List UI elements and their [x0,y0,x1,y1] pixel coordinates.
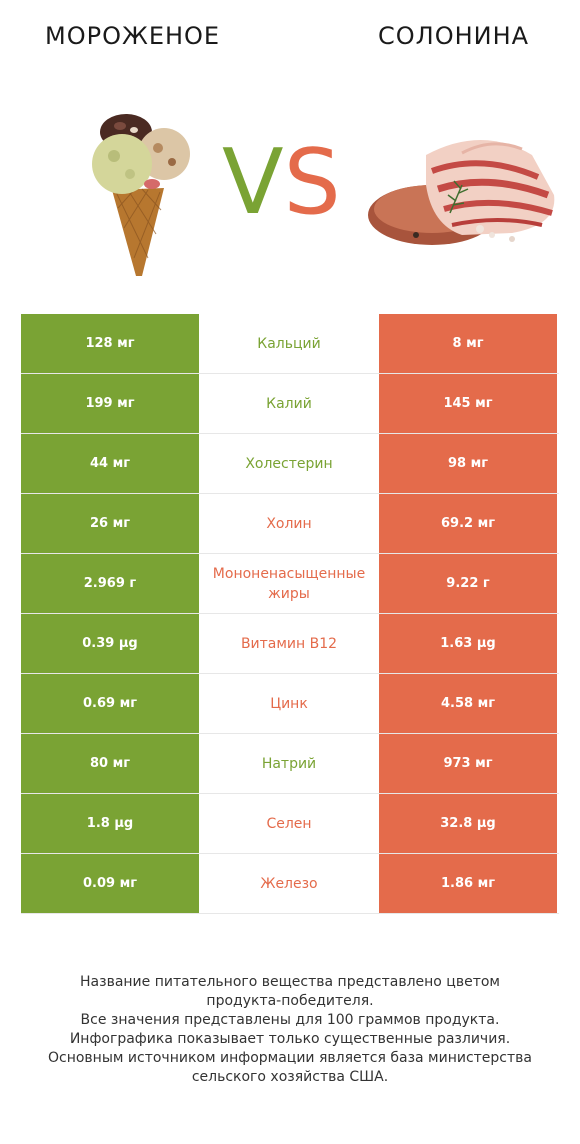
nutrient-label: Витамин B12 [240,635,338,652]
row-divider [21,613,559,614]
table-row: 2.969 г Мононенасыщенные жиры 9.22 г [21,554,559,614]
footer-line: сельского хозяйства США. [191,1069,389,1085]
table-row: 0.39 µg Витамин B12 1.63 µg [21,614,559,674]
row-divider [21,493,559,494]
nutrient-name: Холин [199,494,379,553]
left-value: 2.969 г [21,554,199,613]
nutrient-name: Цинк [199,674,379,733]
left-value: 80 мг [21,734,199,793]
ice-cream-cone-icon [92,114,190,276]
right-value: 32.8 µg [379,794,557,853]
left-value: 0.69 мг [21,674,199,733]
footer-note: Название питательного вещества представл… [20,973,560,1087]
right-value: 4.58 мг [379,674,557,733]
footer-line: Основным источником информации является … [48,1050,532,1066]
vs-s-letter: S [283,130,341,235]
nutrient-label: Цинк [270,695,308,712]
right-value: 973 мг [379,734,557,793]
row-divider [21,793,559,794]
nutrient-label: Селен [266,815,312,832]
left-value: 199 мг [21,374,199,433]
nutrient-name: Кальций [199,314,379,373]
vs-label: VS [222,138,341,228]
row-divider [21,853,559,854]
left-value: 128 мг [21,314,199,373]
right-value: 98 мг [379,434,557,493]
row-divider [21,553,559,554]
left-product-title: МОРОЖЕНОЕ [45,22,221,50]
nutrient-label: Холестерин [245,455,333,472]
right-value: 145 мг [379,374,557,433]
table-row: 199 мг Калий 145 мг [21,374,559,434]
left-value: 0.09 мг [21,854,199,913]
row-divider [21,373,559,374]
footer-line: Название питательного вещества представл… [80,974,500,990]
table-row: 80 мг Натрий 973 мг [21,734,559,794]
left-value: 26 мг [21,494,199,553]
right-value: 69.2 мг [379,494,557,553]
row-divider [21,673,559,674]
vs-v-letter: V [222,130,284,235]
right-value: 1.86 мг [379,854,557,913]
left-value: 0.39 µg [21,614,199,673]
nutrient-comparison-table: 128 мг Кальций 8 мг 199 мг Калий 145 мг … [21,314,559,914]
nutrient-name: Натрий [199,734,379,793]
nutrient-label: Холин [266,515,312,532]
nutrient-name: Селен [199,794,379,853]
nutrient-label: Кальций [257,335,321,352]
table-row: 26 мг Холин 69.2 мг [21,494,559,554]
footer-line: продукта-победителя. [206,993,374,1009]
nutrient-name: Мононенасыщенные жиры [199,554,379,613]
nutrient-name: Холестерин [199,434,379,493]
corned-beef-icon [368,140,555,245]
nutrient-label: Железо [260,875,318,892]
footer-line: Все значения представлены для 100 граммо… [80,1012,500,1028]
nutrient-label: Натрий [261,755,317,772]
right-value: 1.63 µg [379,614,557,673]
left-value: 1.8 µg [21,794,199,853]
left-value: 44 мг [21,434,199,493]
nutrient-name: Железо [199,854,379,913]
right-product-title: СОЛОНИНА [378,22,530,50]
nutrient-label-line2: жиры [268,585,310,602]
footer-line: Инфографика показывает только существенн… [69,1031,511,1047]
table-row: 0.09 мг Железо 1.86 мг [21,854,559,914]
table-row: 128 мг Кальций 8 мг [21,314,559,374]
nutrient-label: Калий [266,395,312,412]
row-divider [21,913,559,914]
table-row: 0.69 мг Цинк 4.58 мг [21,674,559,734]
row-divider [21,433,559,434]
right-value: 9.22 г [379,554,557,613]
table-row: 1.8 µg Селен 32.8 µg [21,794,559,854]
table-row: 44 мг Холестерин 98 мг [21,434,559,494]
nutrient-label-line1: Мононенасыщенные [212,565,366,582]
nutrient-name: Витамин B12 [199,614,379,673]
nutrient-name: Калий [199,374,379,433]
row-divider [21,733,559,734]
right-value: 8 мг [379,314,557,373]
